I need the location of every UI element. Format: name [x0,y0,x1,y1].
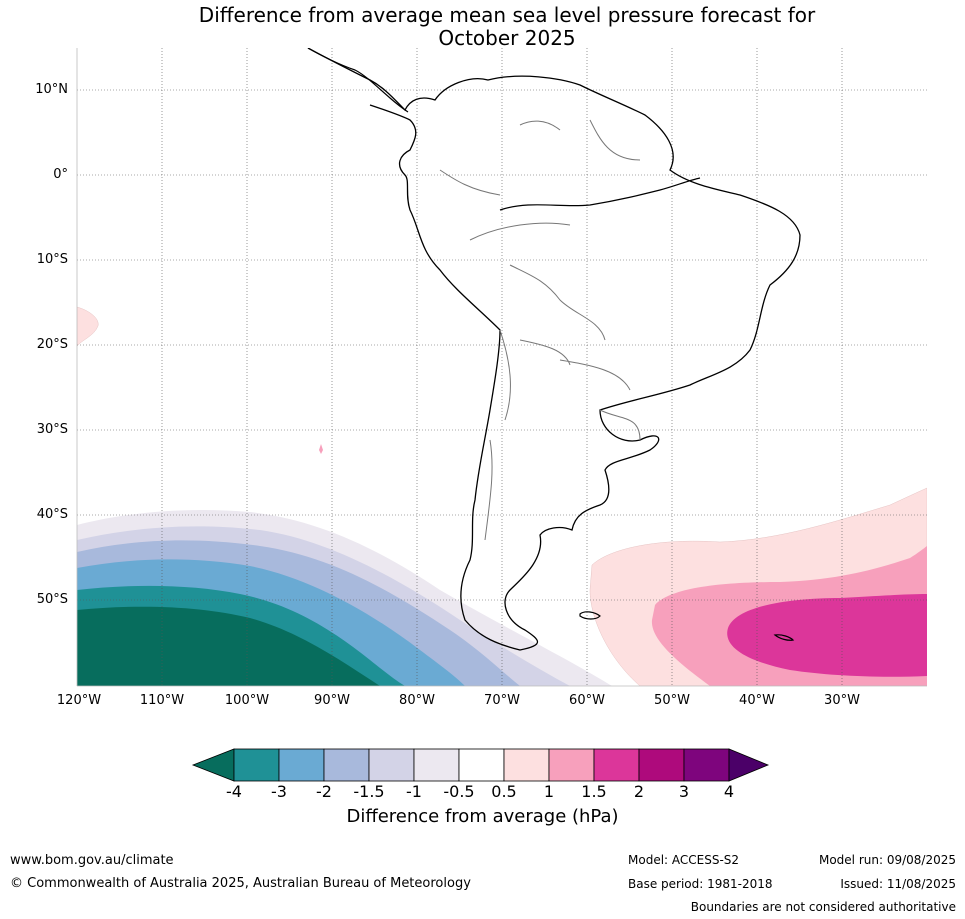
central-america-coastline [307,48,409,113]
amazon-river [499,177,701,211]
colorbar-box [278,748,325,782]
lon-label: 100°W [224,693,270,708]
colorbar-tick-label: -3 [271,782,287,801]
lat-label: 10°N [35,82,68,97]
colorbar-extend-low [191,748,235,782]
lon-label: 70°W [484,693,520,708]
south-georgia [773,634,795,641]
lon-label: 30°W [824,693,860,708]
colorbar-tick-label: -1.5 [353,782,385,801]
colorbar-box [368,748,415,782]
colorbar-tick-label: -1 [406,782,422,801]
colorbar-box [683,748,730,782]
colorbar-boxes [191,748,770,782]
lat-label: 10°S [36,252,68,267]
issued-text: Issued: 11/08/2025 [840,877,956,891]
colorbar-tick-label: 2 [633,782,645,801]
lat-label: 50°S [36,592,68,607]
title-line-1: Difference from average mean sea level p… [198,3,816,27]
lon-label: 120°W [56,693,102,708]
lon-label: 90°W [314,693,350,708]
map-title: Difference from average mean sea level p… [0,4,965,50]
colorbar-box [233,748,280,782]
gridlines [77,48,927,686]
colorbar-box [413,748,460,782]
lat-label: 0° [53,167,68,182]
copyright-text: © Commonwealth of Australia 2025, Austra… [10,876,471,891]
model-text: Model: ACCESS-S2 [628,853,740,867]
model-run-text: Model run: 09/08/2025 [818,853,956,867]
colorbar-tick-label: 4 [723,782,735,801]
anomaly-contours [77,306,927,686]
colorbar-tick-label: -2 [316,782,332,801]
lat-label: 30°S [36,422,68,437]
lon-label: 110°W [139,693,185,708]
lon-label: 60°W [569,693,605,708]
falkland-islands [579,611,601,620]
land-outline [307,48,801,651]
colorbar-box [503,748,550,782]
title-line-2: October 2025 [438,26,576,50]
colorbar-tick-label: 1 [543,782,555,801]
lon-label: 40°W [739,693,775,708]
contour-neg-4 [77,606,380,686]
colorbar-box [458,748,505,782]
colorbar-tick-label: 3 [678,782,690,801]
colorbar-box [548,748,595,782]
country-borders [439,119,641,541]
contour-pos-patch-small [319,444,323,454]
disclaimer-text: Boundaries are not considered authoritat… [690,900,956,914]
contour-pos-patch-west [77,306,99,347]
colorbar-box [323,748,370,782]
lon-label: 50°W [654,693,690,708]
base-period-text: Base period: 1981-2018 [628,877,773,891]
colorbar-tick-label: 0.5 [491,782,517,801]
colorbar-box [638,748,685,782]
colorbar-extend-high [728,748,770,782]
contour-pos-1-5 [727,594,927,677]
lat-label: 20°S [36,337,68,352]
website-link[interactable]: www.bom.gov.au/climate [10,853,174,868]
colorbar-tick-label: 1.5 [581,782,607,801]
lon-label: 80°W [399,693,435,708]
colorbar-tick-label: -0.5 [443,782,475,801]
south-america-coastline [307,48,801,651]
colorbar-box [593,748,640,782]
colorbar-tick-label: -4 [226,782,242,801]
colorbar-label: Difference from average (hPa) [346,806,619,827]
lat-label: 40°S [36,507,68,522]
